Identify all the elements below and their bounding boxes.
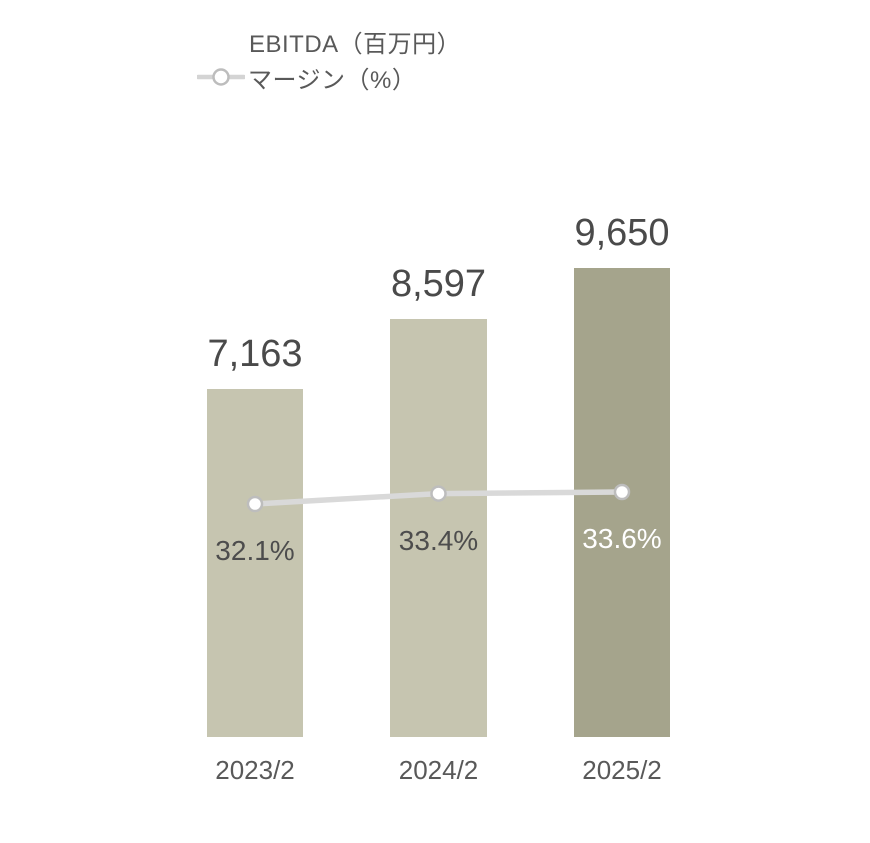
- x-axis-label: 2024/2: [398, 755, 479, 785]
- bar-value-label: 7,163: [207, 333, 303, 375]
- legend-item-margin: マージン（%）: [195, 59, 461, 95]
- margin-value-label: 33.6%: [582, 523, 662, 554]
- legend: EBITDA（百万円） マージン（%）: [195, 23, 461, 95]
- margin-line-marker-icon: [195, 67, 247, 87]
- x-axis-label: 2023/2: [215, 755, 295, 785]
- ebitda-legend-label: EBITDA（百万円）: [249, 30, 462, 58]
- bar-2025-2: [574, 268, 670, 737]
- bar-2023-2: [207, 389, 303, 737]
- x-axis-label: 2025/2: [582, 755, 662, 785]
- bar-value-label: 8,597: [390, 263, 487, 305]
- legend-item-ebitda: EBITDA（百万円）: [197, 23, 461, 59]
- margin-legend-label: マージン（%）: [248, 66, 417, 94]
- bar-2024-2: [390, 319, 487, 737]
- margin-value-label: 32.1%: [215, 535, 295, 566]
- margin-value-label: 33.4%: [398, 524, 479, 556]
- bar-value-label: 9,650: [574, 212, 670, 254]
- ebitda-swatch-icon: [203, 34, 246, 49]
